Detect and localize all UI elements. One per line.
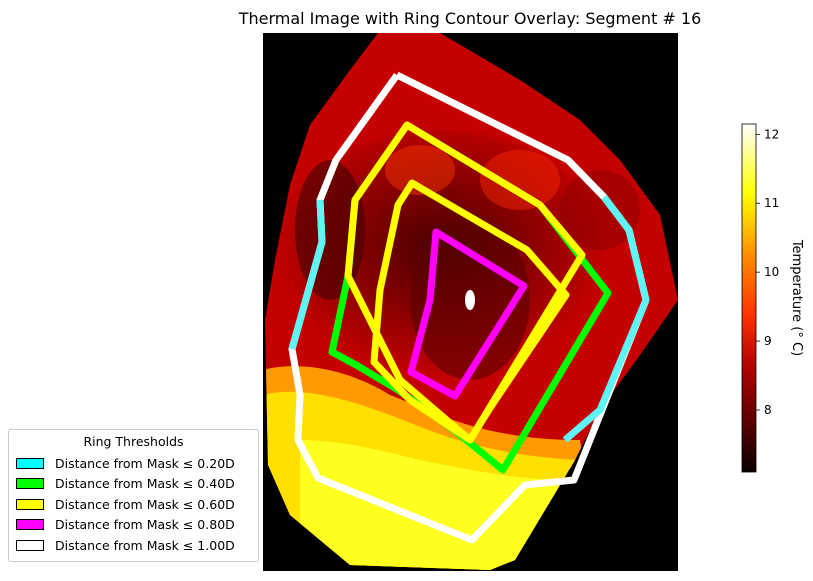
ring-0.60D bbox=[370, 179, 570, 444]
legend-swatch bbox=[16, 539, 44, 551]
legend-swatch bbox=[16, 457, 44, 469]
colorbar-label: Temperature (° C) bbox=[789, 239, 804, 356]
colorbar-tick-label: 11 bbox=[764, 196, 779, 210]
legend-title: Ring Thresholds bbox=[83, 434, 184, 449]
colorbar-gradient bbox=[741, 123, 757, 473]
legend-entry: Distance from Mask ≤ 0.60D bbox=[16, 496, 235, 512]
legend: Ring Thresholds Distance from Mask ≤ 0.2… bbox=[8, 429, 259, 562]
legend-label: Distance from Mask ≤ 0.20D bbox=[55, 455, 235, 471]
ring-0.20D-cyan-right bbox=[562, 194, 650, 443]
legend-entry: Distance from Mask ≤ 0.20D bbox=[16, 455, 235, 471]
legend-entry: Distance from Mask ≤ 0.80D bbox=[16, 517, 235, 533]
legend-label: Distance from Mask ≤ 0.40D bbox=[55, 476, 235, 491]
ring-0.80D bbox=[407, 228, 528, 400]
colorbar-tick-label: 9 bbox=[764, 334, 772, 348]
colorbar-tick-label: 10 bbox=[764, 265, 779, 279]
legend-label: Distance from Mask ≤ 1.00D bbox=[55, 537, 235, 553]
legend-label: Distance from Mask ≤ 0.60D bbox=[55, 496, 235, 512]
ring-contours bbox=[288, 71, 650, 544]
colorbar: 8 9 10 11 12 Temperature (° C) bbox=[741, 123, 804, 473]
legend-swatch bbox=[16, 478, 44, 489]
colorbar-tick-label: 12 bbox=[764, 127, 779, 141]
legend-label: Distance from Mask ≤ 0.80D bbox=[55, 517, 235, 532]
chart-title: Thermal Image with Ring Contour Overlay:… bbox=[238, 9, 702, 28]
legend-swatch bbox=[16, 519, 44, 530]
ring-0.20D-cyan bbox=[288, 199, 326, 350]
legend-swatch bbox=[16, 498, 44, 510]
ring-0.40D-yellow bbox=[344, 121, 586, 444]
colorbar-tick-label: 8 bbox=[764, 403, 772, 417]
legend-entry: Distance from Mask ≤ 0.40D bbox=[16, 476, 235, 492]
legend-entry: Distance from Mask ≤ 1.00D bbox=[16, 537, 235, 553]
